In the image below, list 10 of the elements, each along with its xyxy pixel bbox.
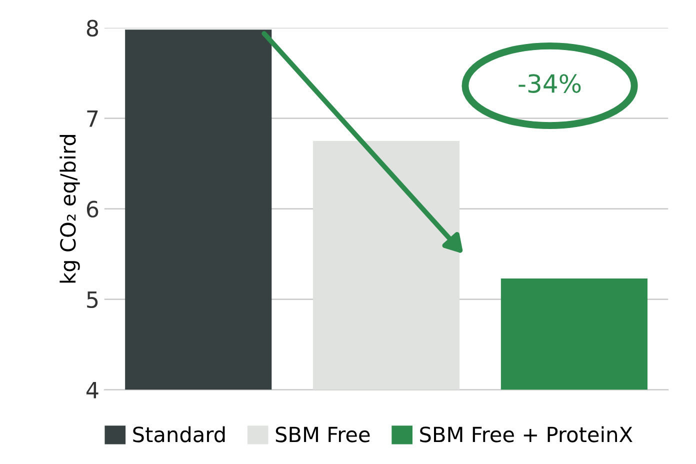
legend-label: Standard [133, 426, 225, 442]
y-tick-label: 6 [86, 200, 98, 218]
y-tick-label: 5 [87, 292, 98, 308]
legend-label: SBM Free [276, 426, 370, 442]
annotation: -34% [518, 74, 581, 93]
legend-label: SBM Free + ProteinX [420, 426, 632, 442]
y-tick-label: 8 [86, 20, 98, 37]
y-tick-label: 4 [86, 382, 98, 398]
y-tick-label: 7 [87, 110, 98, 127]
y-axis-title: kg CO₂ eq/bird [60, 135, 80, 283]
